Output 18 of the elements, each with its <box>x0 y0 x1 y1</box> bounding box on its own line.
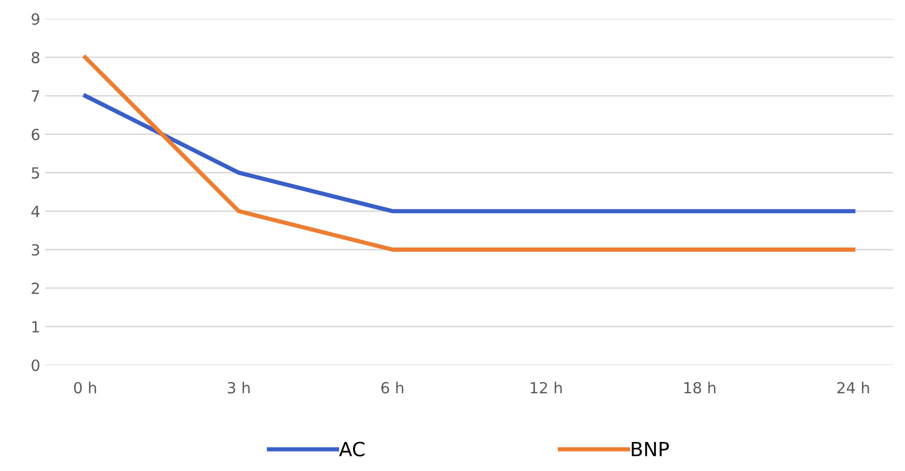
legend-label: BNP <box>632 442 669 456</box>
x-tick-label: 24 h <box>837 382 869 394</box>
x-tick-label: 12 h <box>530 382 562 394</box>
y-tick-label: 3 <box>32 244 40 256</box>
y-tick-label: 4 <box>31 206 40 217</box>
y-tick-label: 0 <box>32 359 40 372</box>
y-tick-label: 2 <box>32 282 39 294</box>
y-tick-label: 5 <box>32 167 40 179</box>
legend-label: AC <box>339 442 364 456</box>
y-tick-label: 7 <box>32 90 40 102</box>
y-tick-label: 6 <box>32 128 40 140</box>
x-tick-label: 18 h <box>684 382 716 394</box>
y-tick-label: 1 <box>32 321 39 332</box>
y-tick-label: 9 <box>32 13 40 25</box>
y-tick-label: 8 <box>32 52 40 64</box>
x-tick-label: 3 h <box>228 382 250 394</box>
x-tick-label: 0 h <box>74 382 96 394</box>
x-tick-label: 6 h <box>381 382 404 394</box>
